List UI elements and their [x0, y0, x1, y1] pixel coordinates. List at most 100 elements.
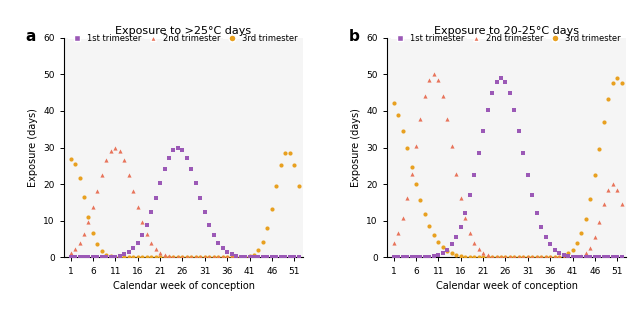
Point	[231, 255, 241, 260]
Point	[199, 210, 210, 215]
Point	[137, 219, 147, 224]
Point	[411, 181, 421, 187]
Point	[280, 255, 290, 260]
Point	[213, 255, 223, 260]
Point	[150, 255, 160, 260]
Point	[110, 254, 120, 259]
X-axis label: Calendar week of conception: Calendar week of conception	[436, 281, 578, 291]
Text: b: b	[349, 29, 360, 44]
Point	[88, 205, 98, 210]
Point	[550, 247, 560, 252]
Point	[92, 188, 102, 193]
Point	[509, 107, 520, 112]
Point	[88, 255, 98, 260]
Point	[105, 254, 116, 259]
Point	[177, 255, 187, 260]
Point	[473, 151, 484, 156]
Point	[231, 253, 241, 258]
Point	[608, 81, 618, 86]
Point	[603, 97, 613, 102]
Point	[438, 245, 448, 250]
Point	[132, 205, 142, 210]
Point	[505, 255, 515, 260]
Point	[581, 251, 591, 256]
Point	[415, 117, 426, 122]
Point	[222, 255, 232, 260]
Point	[141, 255, 151, 260]
Point	[289, 255, 299, 260]
Point	[217, 255, 227, 260]
Point	[235, 255, 245, 260]
Point	[599, 202, 609, 207]
Point	[451, 252, 461, 257]
Point	[500, 79, 511, 84]
Point	[572, 255, 582, 260]
Point	[550, 255, 560, 260]
Point	[262, 255, 272, 260]
Point	[442, 117, 452, 122]
Point	[186, 255, 196, 260]
Point	[460, 254, 470, 259]
Point	[128, 246, 138, 251]
Title: Exposure to 20-25°C days: Exposure to 20-25°C days	[434, 25, 579, 35]
Point	[222, 255, 232, 260]
Point	[599, 119, 609, 124]
Point	[284, 255, 295, 260]
Point	[585, 245, 596, 250]
Point	[433, 240, 443, 245]
Point	[594, 255, 604, 260]
Point	[420, 93, 430, 98]
Point	[83, 219, 93, 224]
Point	[406, 255, 417, 260]
Point	[612, 255, 622, 260]
Point	[496, 75, 506, 80]
Point	[119, 252, 129, 257]
Point	[514, 255, 524, 260]
Point	[159, 252, 169, 257]
Point	[186, 167, 196, 172]
Point	[451, 235, 461, 240]
Point	[599, 255, 609, 260]
Point	[226, 255, 236, 260]
Point	[293, 255, 304, 260]
Point	[447, 144, 457, 149]
Legend: 1st trimester, 2nd trimester, 3rd trimester: 1st trimester, 2nd trimester, 3rd trimes…	[66, 31, 302, 46]
Point	[541, 235, 551, 240]
Point	[536, 255, 546, 260]
Point	[266, 255, 277, 260]
Point	[541, 255, 551, 260]
Point	[195, 196, 205, 201]
Point	[231, 255, 241, 260]
Point	[550, 255, 560, 260]
Point	[105, 255, 116, 260]
Point	[168, 254, 178, 259]
Point	[186, 255, 196, 260]
Point	[213, 255, 223, 260]
Point	[190, 181, 201, 186]
Point	[262, 226, 272, 231]
Point	[460, 210, 470, 215]
Point	[402, 146, 412, 151]
Point	[96, 172, 107, 177]
Point	[402, 255, 412, 260]
Point	[576, 253, 587, 258]
Point	[572, 241, 582, 246]
Point	[447, 251, 457, 256]
Point	[456, 224, 466, 229]
Point	[500, 255, 511, 260]
Point	[532, 210, 542, 215]
Point	[199, 255, 210, 260]
Point	[460, 215, 470, 220]
Point	[420, 255, 430, 260]
Point	[119, 158, 129, 163]
Point	[585, 197, 596, 202]
Point	[456, 196, 466, 201]
Point	[612, 75, 622, 80]
Point	[258, 255, 268, 260]
Point	[545, 242, 555, 247]
Point	[558, 253, 569, 258]
Point	[240, 255, 250, 260]
Point	[217, 246, 227, 251]
Point	[585, 255, 596, 260]
Point	[275, 255, 286, 260]
